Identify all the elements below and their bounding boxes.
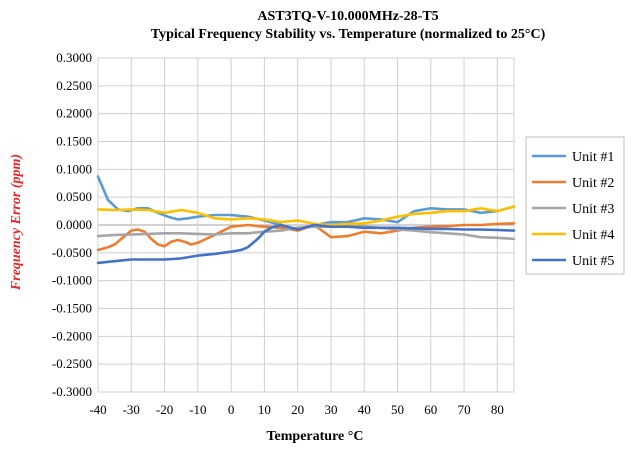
y-tick-label: 0.0500 <box>56 189 92 204</box>
x-axis-ticks: -40 -30 -20 -10 0 10 20 30 40 50 60 70 80 <box>89 402 504 417</box>
y-tick-label: 0.3000 <box>56 50 92 65</box>
y-tick-label: 0.1000 <box>56 161 92 176</box>
plot-area-border <box>97 57 515 393</box>
y-axis-label: Frequency Error (ppm) <box>9 154 24 291</box>
series-line-unit-1 <box>96 175 516 231</box>
y-tick-label: 0.2000 <box>56 106 92 121</box>
y-tick-label: -0.1000 <box>52 273 92 288</box>
x-tick-label: 10 <box>258 402 271 417</box>
series-line-unit-2 <box>96 222 516 252</box>
y-tick-label: -0.1500 <box>52 301 92 316</box>
x-tick-label: -30 <box>123 402 140 417</box>
x-tick-label: -40 <box>89 402 106 417</box>
x-tick-label: 60 <box>424 402 437 417</box>
series-lines <box>96 175 516 265</box>
x-tick-label: -10 <box>189 402 206 417</box>
x-axis-label: Temperature °C <box>267 429 364 444</box>
y-tick-label: -0.2000 <box>52 328 92 343</box>
x-tick-label: 0 <box>228 402 235 417</box>
y-axis-ticks: 0.3000 0.2500 0.2000 0.1500 0.1000 0.0500 0.00… <box>52 50 92 399</box>
series-line-unit-4 <box>96 205 516 227</box>
y-tick-label: 0.1500 <box>56 134 92 149</box>
y-tick-label: -0.3000 <box>52 384 92 399</box>
y-tick-label: 0.0000 <box>56 217 92 232</box>
legend: Unit #1 Unit #2 Unit #3 Unit #4 Unit #5 <box>532 150 614 269</box>
legend-label-unit-2: Unit #2 <box>572 176 614 191</box>
x-tick-label: 40 <box>358 402 371 417</box>
chart-subtitle: Typical Frequency Stability vs. Temperat… <box>151 27 546 42</box>
x-tick-label: 80 <box>491 402 504 417</box>
legend-label-unit-4: Unit #4 <box>572 228 614 243</box>
legend-box <box>525 136 625 275</box>
legend-label-unit-1: Unit #1 <box>572 150 614 165</box>
y-tick-label: -0.2500 <box>52 356 92 371</box>
legend-label-unit-3: Unit #3 <box>572 202 614 217</box>
y-tick-label: 0.2500 <box>56 78 92 93</box>
legend-label-unit-5: Unit #5 <box>572 254 614 269</box>
x-tick-label: 30 <box>324 402 337 417</box>
x-tick-label: 50 <box>391 402 404 417</box>
series-line-unit-5 <box>96 223 516 265</box>
x-tick-label: 20 <box>291 402 304 417</box>
x-tick-label: -20 <box>156 402 173 417</box>
x-tick-label: 70 <box>458 402 471 417</box>
y-tick-label: -0.0500 <box>52 245 92 260</box>
chart-title: AST3TQ-V-10.000MHz-28-T5 <box>257 9 438 24</box>
